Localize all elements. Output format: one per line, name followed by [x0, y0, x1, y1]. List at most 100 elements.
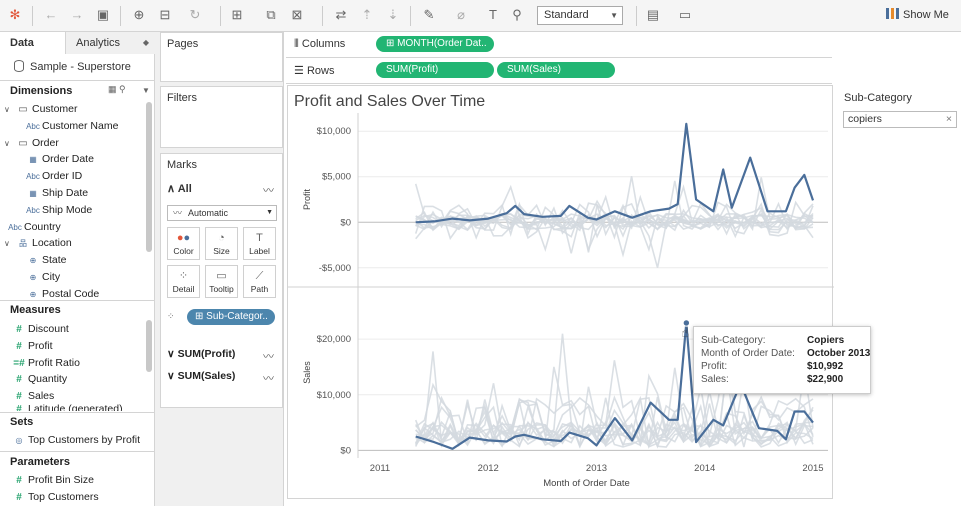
- dimension-item[interactable]: ⊕ City: [24, 271, 60, 283]
- background-series-line: [415, 194, 814, 231]
- toolbar-divider: [410, 6, 411, 26]
- columns-pill-month-order-date[interactable]: ⊞ MONTH(Order Dat..: [376, 36, 494, 52]
- y-tick-label: $20,000: [317, 334, 351, 345]
- dimensions-tools: ▦ ⚲: [108, 84, 126, 95]
- measure-item[interactable]: # Discount: [10, 323, 69, 335]
- dimension-folder-order[interactable]: ∨ ▭ Order: [4, 137, 59, 149]
- duplicate-sheet-icon[interactable]: ⧉: [266, 7, 276, 22]
- dimension-folder-customer[interactable]: ∨ ▭ Customer: [4, 103, 78, 115]
- background-series-line: [415, 205, 814, 258]
- rows-pill-sum-sales[interactable]: SUM(Sales): [497, 62, 615, 78]
- dimension-item[interactable]: Abc Order ID: [24, 170, 82, 182]
- detail-pill-sub-category[interactable]: ⊞ Sub-Categor..: [187, 309, 275, 325]
- show-me-button[interactable]: Show Me: [886, 8, 949, 21]
- fix-axes-icon[interactable]: ⚲: [512, 7, 522, 22]
- measure-label: Profit Ratio: [28, 357, 80, 369]
- new-data-source-icon[interactable]: ⊕: [133, 7, 145, 22]
- path-label: Path: [250, 284, 269, 294]
- y-tick-label: $10,000: [317, 126, 351, 137]
- divider: [0, 412, 155, 413]
- chevron-down-icon: ∨: [4, 239, 10, 248]
- dimension-item[interactable]: Abc Country: [6, 221, 61, 233]
- dimension-item[interactable]: ▦ Order Date: [24, 153, 94, 165]
- sort-descending-icon[interactable]: ⇣: [387, 7, 399, 22]
- y-tick-label: $5,000: [322, 172, 351, 183]
- marks-all-tab[interactable]: ∧ All: [167, 182, 192, 195]
- parameter-item[interactable]: # Profit Bin Size: [10, 474, 94, 486]
- highlight-icon[interactable]: ✎: [423, 7, 435, 22]
- dimension-label: Ship Date: [42, 187, 89, 199]
- toolbar-divider: [322, 6, 323, 26]
- clear-sheet-icon[interactable]: ⊠: [291, 7, 303, 22]
- dimension-hierarchy-location[interactable]: ∨ 品 Location: [4, 237, 72, 249]
- folder-icon: ▭: [18, 138, 28, 149]
- data-pane-tabs: Data Analytics ◆: [0, 32, 155, 54]
- measures-scrollbar[interactable]: [146, 320, 152, 372]
- pages-card[interactable]: Pages: [160, 32, 283, 82]
- dimension-label: Customer: [32, 103, 78, 115]
- search-icon[interactable]: ⚲: [119, 84, 126, 94]
- chevron-down-icon[interactable]: ▼: [142, 86, 150, 95]
- sub-category-filter-input[interactable]: copiers ×: [843, 111, 957, 128]
- rows-shelf[interactable]: ☰ Rows SUM(Profit) SUM(Sales): [286, 58, 832, 84]
- dimension-item[interactable]: ▦ Ship Date: [24, 187, 88, 199]
- chevron-down-icon: ∨: [4, 105, 10, 114]
- dimension-item[interactable]: Abc Customer Name: [24, 120, 118, 132]
- parameter-item[interactable]: # Top Customers: [10, 491, 98, 503]
- dimension-label: Customer Name: [42, 120, 119, 132]
- tab-data-label: Data: [10, 37, 34, 49]
- show-cards-icon[interactable]: ▤: [646, 7, 660, 22]
- marks-sum-sales-tab[interactable]: ∨ SUM(Sales): [167, 370, 235, 382]
- redo-icon[interactable]: →: [70, 7, 84, 22]
- tooltip-key: Sales:: [701, 374, 729, 385]
- sort-ascending-icon[interactable]: ⇡: [361, 7, 373, 22]
- tab-data[interactable]: Data: [0, 32, 66, 54]
- presentation-mode-icon[interactable]: ▭: [678, 7, 692, 22]
- dimension-item[interactable]: Abc Ship Mode: [24, 204, 92, 216]
- line-chart[interactable]: $10,000 $5,000 $0 -$5,000 Profit $20,000 $10,0…: [288, 86, 834, 500]
- measure-item[interactable]: # Quantity: [10, 373, 67, 385]
- color-label: Color: [173, 246, 194, 256]
- tableau-logo-icon[interactable]: ✻: [9, 7, 21, 22]
- tooltip-key: Profit:: [701, 361, 728, 372]
- view-size-value: Standard: [544, 9, 589, 21]
- columns-shelf[interactable]: ⦀ Columns ⊞ MONTH(Order Dat..: [286, 32, 832, 58]
- path-button[interactable]: ⟋ Path: [243, 265, 276, 298]
- measure-item[interactable]: =# Profit Ratio: [10, 357, 80, 369]
- size-button[interactable]: ◔ Size: [205, 227, 238, 260]
- tab-analytics[interactable]: Analytics ◆: [66, 32, 155, 54]
- new-worksheet-icon[interactable]: ⊞: [231, 7, 243, 22]
- data-source[interactable]: Sample - Superstore: [14, 60, 131, 73]
- group-members-icon[interactable]: ⌀: [457, 7, 465, 22]
- view-as-list-icon[interactable]: ▦: [108, 84, 117, 94]
- filters-card[interactable]: Filters: [160, 86, 283, 148]
- marks-card: Marks ∧ All 〰 〰 Automatic ▼ ●● Color ◔ Siz…: [160, 153, 283, 408]
- copiers-series-line: [415, 321, 814, 450]
- measure-label: Profit: [28, 340, 53, 352]
- show-mark-labels-icon[interactable]: T: [489, 7, 497, 22]
- label-button[interactable]: T Label: [243, 227, 276, 260]
- copiers-series-line: [415, 122, 815, 224]
- refresh-icon[interactable]: ↻: [189, 7, 201, 22]
- tooltip-button[interactable]: ▭ Tooltip: [205, 265, 238, 298]
- pause-updates-icon[interactable]: ⊟: [159, 7, 171, 22]
- marks-sum-profit-tab[interactable]: ∨ SUM(Profit): [167, 348, 235, 360]
- rows-pill-sum-profit[interactable]: SUM(Profit): [376, 62, 494, 78]
- color-button[interactable]: ●● Color: [167, 227, 200, 260]
- measure-item[interactable]: # Sales: [10, 390, 54, 402]
- clear-icon[interactable]: ×: [945, 113, 952, 125]
- tooltip-label: Tooltip: [209, 284, 234, 294]
- dimension-item[interactable]: ⊕ Postal Code: [24, 288, 100, 300]
- detail-button[interactable]: ⁘ Detail: [167, 265, 200, 298]
- view-size-select[interactable]: Standard ▼: [537, 6, 623, 25]
- chevron-up-icon: ∧: [167, 183, 176, 195]
- swap-rows-columns-icon[interactable]: ⇄: [335, 7, 347, 22]
- mark-type-select[interactable]: 〰 Automatic ▼: [167, 205, 277, 221]
- dimension-item[interactable]: ⊕ State: [24, 254, 67, 266]
- measure-item[interactable]: # Latitude (generated): [10, 403, 122, 411]
- save-icon[interactable]: ▣: [96, 7, 110, 22]
- undo-icon[interactable]: ←: [44, 7, 58, 22]
- set-item[interactable]: ◎ Top Customers by Profit: [10, 434, 141, 446]
- measure-item[interactable]: # Profit: [10, 340, 53, 352]
- dimensions-scrollbar[interactable]: [146, 102, 152, 252]
